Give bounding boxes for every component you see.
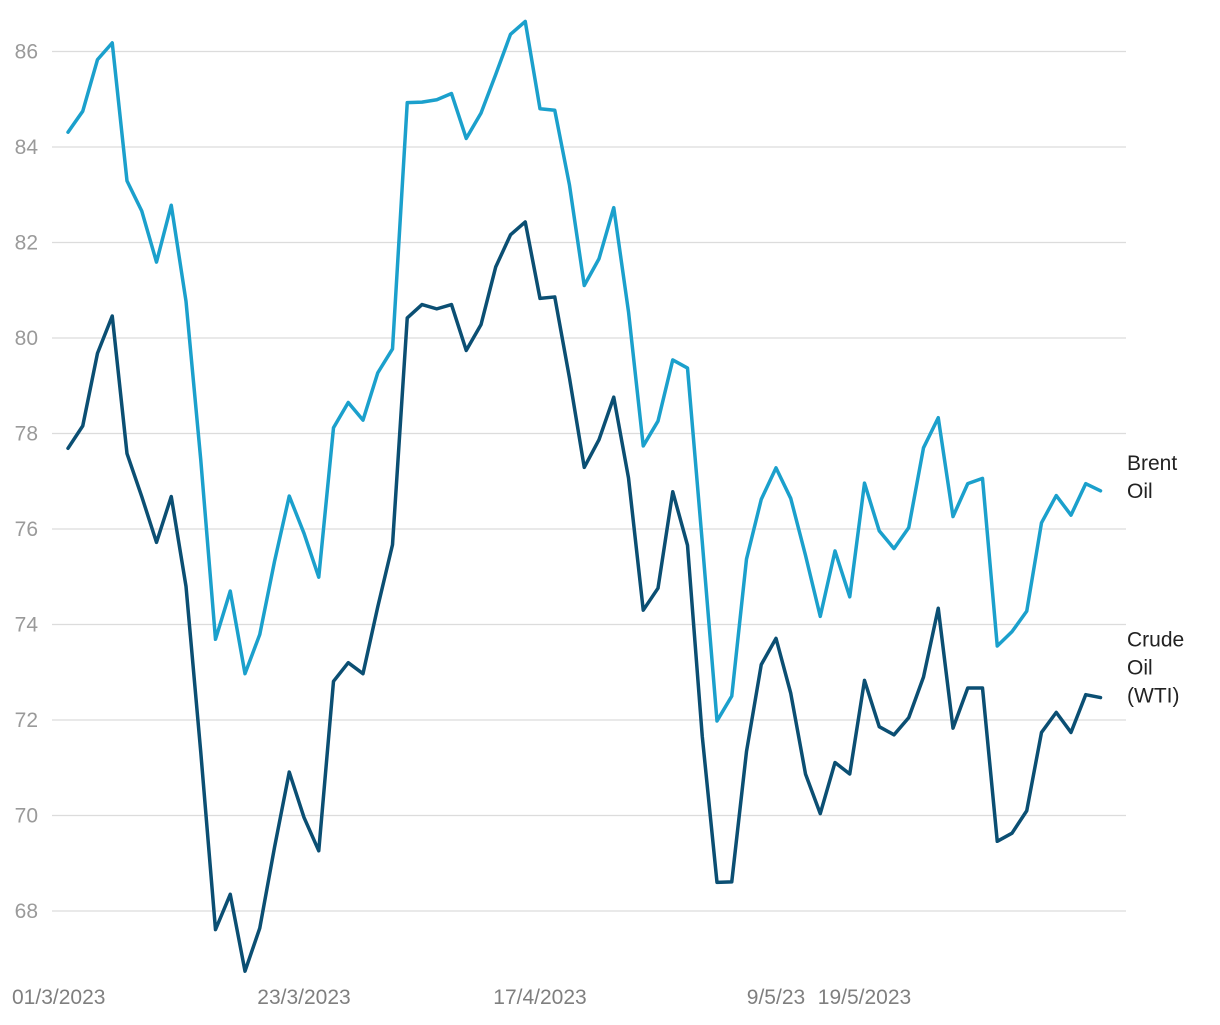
y-axis-ticks: 68 70 72 74 76 78 80 82 84 86: [15, 41, 39, 924]
y-tick-label: 76: [15, 518, 38, 541]
y-tick-label: 86: [15, 41, 38, 64]
gridlines: [52, 50, 1126, 912]
y-tick-label: 74: [15, 614, 39, 637]
series-lines: [66, 19, 1103, 973]
y-tick-label: 72: [15, 709, 38, 732]
series-label-crude-oil-wti: Crude: [1127, 629, 1184, 652]
series-line-brent-oil: [66, 19, 1103, 723]
series-label-crude-oil-wti: (WTI): [1127, 685, 1179, 708]
y-tick-label: 68: [15, 900, 38, 923]
x-tick-label: 19/5/2023: [818, 986, 911, 1009]
x-tick-label: 01/3/2023: [12, 986, 105, 1009]
y-tick-label: 84: [15, 136, 39, 159]
y-tick-label: 70: [15, 805, 38, 828]
series-label-brent-oil: Brent: [1127, 452, 1177, 475]
y-tick-label: 78: [15, 423, 38, 446]
y-tick-label: 82: [15, 232, 38, 255]
x-tick-label: 9/5/23: [747, 986, 805, 1009]
x-tick-label: 17/4/2023: [493, 986, 586, 1009]
series-line-crude-oil-wti: [66, 220, 1103, 973]
series-label-crude-oil-wti: Oil: [1127, 657, 1153, 680]
series-label-brent-oil: Oil: [1127, 480, 1153, 503]
y-tick-label: 80: [15, 327, 38, 350]
series-labels: Brent Oil Crude Oil (WTI): [1127, 452, 1184, 708]
x-tick-label: 23/3/2023: [257, 986, 350, 1009]
x-axis-ticks: 01/3/2023 23/3/2023 17/4/2023 9/5/23 19/5/20…: [12, 986, 911, 1009]
